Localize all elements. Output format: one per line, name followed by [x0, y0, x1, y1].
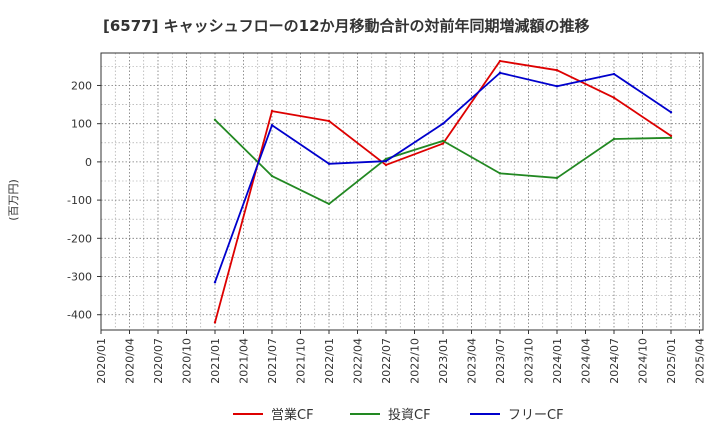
x-tick-label: 2022/01 — [323, 338, 336, 384]
data-point — [327, 202, 331, 206]
x-tick-label: 2020/04 — [124, 338, 137, 384]
data-point — [669, 136, 673, 140]
data-point — [384, 157, 388, 161]
legend-label: 営業CF — [271, 407, 314, 423]
data-point — [384, 159, 388, 163]
x-tick-label: 2024/01 — [551, 338, 564, 384]
data-point — [498, 59, 502, 63]
y-tick-label: 0 — [85, 156, 92, 169]
plot-area — [100, 52, 704, 331]
data-point — [384, 163, 388, 167]
x-tick-label: 2021/01 — [209, 338, 222, 384]
data-point — [498, 172, 502, 175]
legend: 営業CF 投資CF フリーCF — [233, 407, 564, 423]
x-tick-label: 2025/04 — [694, 338, 707, 384]
x-tick-label: 2023/07 — [494, 338, 507, 384]
data-point — [612, 137, 616, 141]
data-point — [669, 134, 673, 138]
data-point — [555, 176, 559, 180]
x-tick-label: 2024/04 — [580, 338, 593, 384]
x-tick-label: 2024/07 — [608, 338, 621, 384]
x-tick-label: 2021/07 — [266, 338, 279, 384]
x-tick-label: 2021/04 — [238, 338, 251, 384]
legend-label: フリーCF — [508, 408, 564, 423]
grid — [100, 53, 703, 330]
y-tick-label: 100 — [71, 118, 92, 131]
x-axis: 2020/01 2020/04 2020/07 2020/10 2021/01 2021/… — [95, 330, 707, 384]
y-axis-label: (百万円) — [7, 179, 20, 221]
data-point — [213, 321, 217, 324]
legend-label: 投資CF — [388, 407, 431, 423]
series-lines — [213, 59, 673, 324]
y-tick-label: 200 — [71, 79, 92, 92]
x-tick-label: 2023/04 — [466, 338, 479, 384]
data-point — [441, 122, 445, 125]
data-point — [669, 111, 673, 114]
x-tick-label: 2020/10 — [181, 338, 194, 384]
x-tick-label: 2023/10 — [523, 338, 536, 384]
x-tick-label: 2022/04 — [352, 338, 365, 384]
data-point — [327, 162, 331, 165]
y-axis: -400 -300 -200 -100 0 100 200 — [67, 79, 101, 322]
data-point — [270, 124, 274, 127]
x-tick-label: 2020/07 — [152, 338, 165, 384]
y-tick-label: -300 — [67, 271, 92, 284]
x-tick-label: 2021/10 — [295, 338, 308, 384]
data-point — [327, 119, 331, 123]
x-tick-label: 2022/07 — [380, 338, 393, 384]
data-point — [270, 109, 274, 113]
data-point — [555, 68, 559, 72]
series-line-1 — [214, 60, 672, 323]
series-line-3 — [214, 71, 672, 283]
y-tick-label: -100 — [67, 194, 92, 207]
data-point — [270, 174, 274, 178]
x-tick-label: 2024/10 — [637, 338, 650, 384]
y-tick-label: -400 — [67, 309, 92, 322]
y-tick-label: -200 — [67, 232, 92, 245]
x-tick-label: 2025/01 — [665, 338, 678, 384]
chart-title: [6577] キャッシュフローの12か月移動合計の対前年同期増減額の推移 — [103, 17, 590, 35]
data-point — [612, 96, 616, 99]
data-point — [441, 139, 445, 143]
data-point — [441, 142, 445, 145]
data-point — [213, 118, 217, 122]
data-point — [213, 281, 217, 284]
data-point — [612, 72, 616, 76]
data-point — [555, 85, 559, 88]
x-tick-label: 2020/01 — [95, 338, 108, 384]
data-point — [498, 71, 502, 75]
x-tick-label: 2022/10 — [409, 338, 422, 384]
x-tick-label: 2023/01 — [437, 338, 450, 384]
